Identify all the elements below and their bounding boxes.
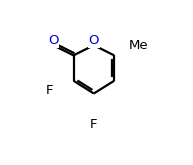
Text: O: O bbox=[89, 34, 99, 47]
Text: O: O bbox=[48, 34, 58, 47]
Text: F: F bbox=[46, 84, 53, 98]
Text: Me: Me bbox=[129, 39, 148, 52]
Text: F: F bbox=[90, 118, 98, 131]
